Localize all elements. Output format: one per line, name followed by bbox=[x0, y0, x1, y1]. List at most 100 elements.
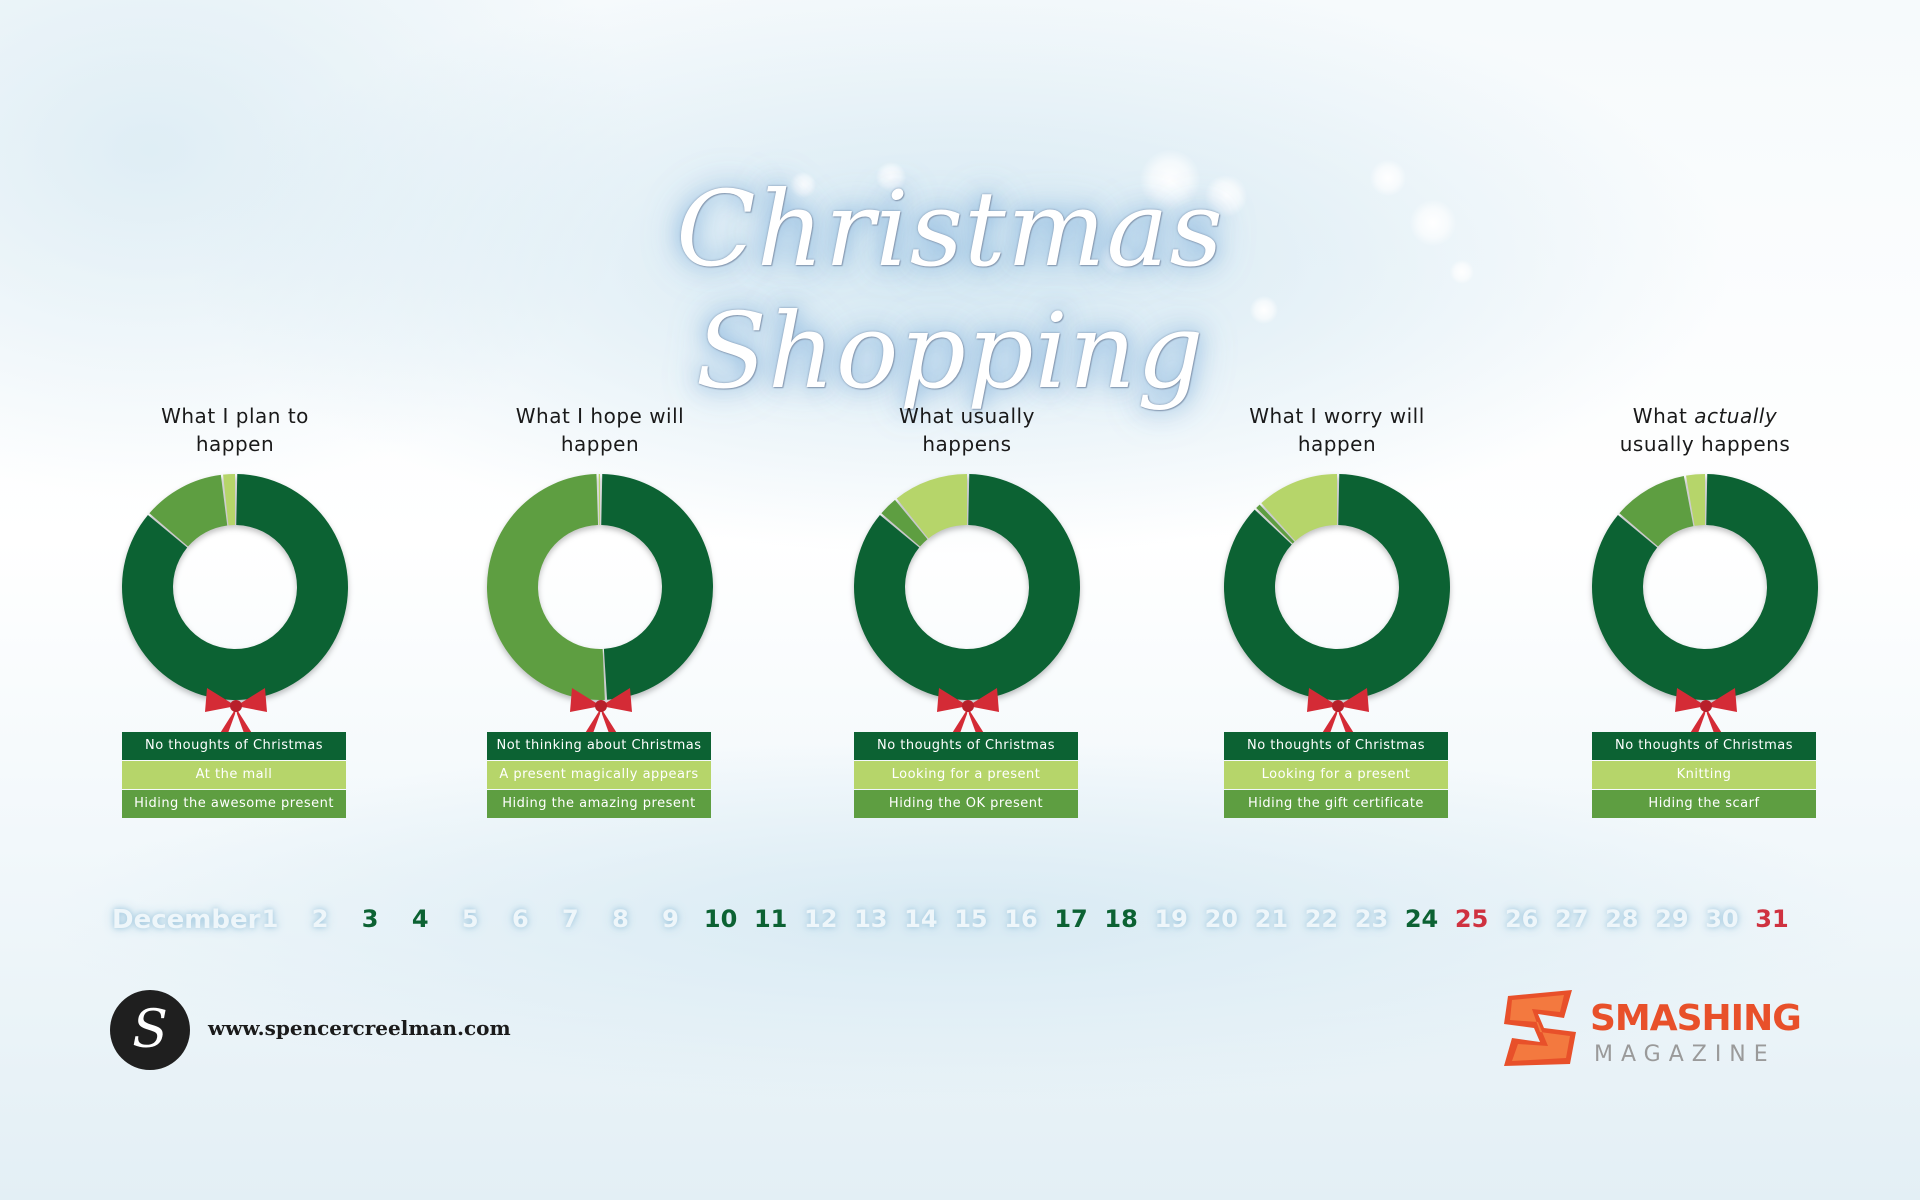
calendar-day: 31 bbox=[1755, 905, 1789, 933]
calendar-day: 1 bbox=[261, 905, 279, 933]
legend-item: No thoughts of Christmas bbox=[1592, 732, 1816, 760]
chart-title: What I worry will happen bbox=[1212, 402, 1462, 458]
donut-slice bbox=[1261, 474, 1337, 541]
calendar-day: 22 bbox=[1304, 905, 1339, 933]
legend-item: At the mall bbox=[122, 761, 346, 789]
donut-slice bbox=[896, 474, 967, 539]
legend-item: Hiding the amazing present bbox=[487, 790, 711, 818]
calendar-day: 17 bbox=[1054, 905, 1088, 933]
calendar-day: 11 bbox=[753, 905, 788, 933]
donut-chart bbox=[1592, 474, 1818, 700]
legend-item: Looking for a present bbox=[854, 761, 1078, 789]
donut-chart bbox=[854, 474, 1080, 700]
calendar-day: 15 bbox=[954, 905, 988, 933]
bow-icon bbox=[205, 688, 267, 738]
legend-item: No thoughts of Christmas bbox=[1224, 732, 1448, 760]
legend-item: Hiding the OK present bbox=[854, 790, 1078, 818]
calendar-day: 29 bbox=[1655, 905, 1689, 933]
bow-icon bbox=[1675, 688, 1737, 738]
legend-item: Not thinking about Christmas bbox=[487, 732, 711, 760]
calendar-day: 18 bbox=[1104, 905, 1138, 933]
calendar-day: 10 bbox=[703, 905, 738, 933]
calendar-day: 20 bbox=[1204, 905, 1238, 933]
sparkle-decoration bbox=[1140, 150, 1200, 210]
site-logo: S bbox=[110, 990, 190, 1070]
legend-item: No thoughts of Christmas bbox=[854, 732, 1078, 760]
legend-item: A present magically appears bbox=[487, 761, 711, 789]
chart-title-line: What actually bbox=[1632, 404, 1778, 428]
calendar-day: 14 bbox=[904, 905, 938, 933]
calendar-day: 28 bbox=[1605, 905, 1639, 933]
donut-chart bbox=[1224, 474, 1450, 700]
donut-slice bbox=[122, 474, 348, 700]
sparkle-decoration bbox=[790, 172, 816, 198]
calendar-day: 4 bbox=[411, 905, 429, 933]
donut-slice bbox=[598, 474, 600, 526]
chart-legend: No thoughts of Christmas Looking for a pr… bbox=[854, 732, 1078, 819]
calendar-day: 5 bbox=[461, 905, 479, 933]
donut-slice bbox=[149, 474, 228, 547]
sparkle-decoration bbox=[876, 162, 906, 192]
bow-icon bbox=[570, 688, 632, 738]
chart-title: What I hope will happen bbox=[475, 402, 725, 458]
donut-chart bbox=[122, 474, 348, 700]
chart-title-line: What I plan to bbox=[161, 404, 309, 428]
donut-slice bbox=[223, 474, 235, 526]
chart-title-line: happens bbox=[922, 432, 1012, 456]
donut-slice bbox=[881, 499, 928, 547]
calendar-day: 27 bbox=[1555, 905, 1589, 933]
sparkle-decoration bbox=[1205, 175, 1247, 217]
chart-title-line: What I worry will bbox=[1249, 404, 1425, 428]
legend-item: Looking for a present bbox=[1224, 761, 1448, 789]
chart-title-line: What usually bbox=[899, 404, 1035, 428]
bow-icon bbox=[937, 688, 999, 738]
chart-legend: No thoughts of Christmas Knitting Hiding t… bbox=[1592, 732, 1816, 819]
donut-slice bbox=[1619, 476, 1694, 547]
chart-title-line: happen bbox=[560, 432, 640, 456]
legend-item: No thoughts of Christmas bbox=[122, 732, 346, 760]
chart-title-line: happen bbox=[195, 432, 275, 456]
calendar-day: 24 bbox=[1404, 905, 1439, 933]
bow-icon bbox=[1307, 688, 1369, 738]
calendar-day: 30 bbox=[1705, 905, 1739, 933]
calendar-day: 6 bbox=[511, 905, 529, 933]
chart-title: What actually usually happens bbox=[1580, 402, 1830, 458]
calendar-month: December bbox=[112, 905, 261, 935]
title-block: Christmas Shopping bbox=[460, 150, 1440, 412]
donut-slice bbox=[601, 474, 713, 700]
sparkle-decoration bbox=[1370, 160, 1406, 196]
calendar-day: 3 bbox=[361, 905, 379, 933]
legend-item: Knitting bbox=[1592, 761, 1816, 789]
chart-title-line: What I hope will bbox=[515, 404, 685, 428]
sparkle-decoration bbox=[1100, 240, 1134, 274]
sparkle-decoration bbox=[1250, 296, 1278, 324]
chart-legend: No thoughts of Christmas At the mall Hidin… bbox=[122, 732, 346, 819]
donut-slice bbox=[1592, 474, 1818, 700]
chart-title-line: happen bbox=[1297, 432, 1377, 456]
calendar-day: 21 bbox=[1254, 905, 1289, 933]
chart-title-line: usually happens bbox=[1619, 432, 1791, 456]
chart-legend: Not thinking about Christmas A present ma… bbox=[487, 732, 711, 819]
donut-slice bbox=[487, 474, 605, 700]
brand-name: SMASHING bbox=[1590, 998, 1802, 1039]
donut-chart bbox=[487, 474, 713, 700]
sparkle-decoration bbox=[1410, 200, 1456, 246]
calendar-day: 8 bbox=[612, 905, 629, 933]
chart-legend: No thoughts of Christmas Looking for a pr… bbox=[1224, 732, 1448, 819]
calendar-day: 19 bbox=[1154, 905, 1188, 933]
calendar-day: 25 bbox=[1454, 905, 1489, 933]
calendar-day: 26 bbox=[1504, 905, 1539, 933]
calendar-day: 7 bbox=[562, 905, 579, 933]
donut-slice bbox=[1224, 474, 1450, 700]
calendar-day: 12 bbox=[804, 905, 838, 933]
calendar-day: 2 bbox=[311, 905, 329, 933]
legend-item: Hiding the scarf bbox=[1592, 790, 1816, 818]
donut-slice bbox=[1256, 504, 1295, 544]
december-calendar: December 1 2 3 4 5 6 7 8 9 10 11 12 13 14 15 16 17 18 19 20… bbox=[112, 905, 1812, 941]
page-title: Christmas Shopping bbox=[676, 168, 1224, 412]
calendar-day: 13 bbox=[854, 905, 888, 933]
site-url[interactable]: www.spencercreelman.com bbox=[208, 1016, 511, 1040]
legend-item: Hiding the gift certificate bbox=[1224, 790, 1448, 818]
calendar-day: 16 bbox=[1004, 905, 1038, 933]
legend-item: Hiding the awesome present bbox=[122, 790, 346, 818]
